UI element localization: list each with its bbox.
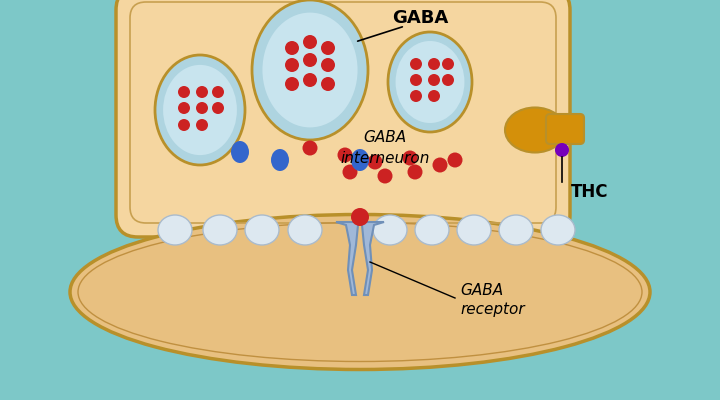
Ellipse shape	[163, 65, 237, 155]
Circle shape	[178, 102, 190, 114]
Text: GABA
interneuron: GABA interneuron	[341, 130, 430, 166]
Circle shape	[410, 90, 422, 102]
Circle shape	[212, 86, 224, 98]
Ellipse shape	[388, 32, 472, 132]
Circle shape	[410, 74, 422, 86]
Circle shape	[285, 41, 299, 55]
Circle shape	[448, 152, 462, 168]
Ellipse shape	[541, 215, 575, 245]
Ellipse shape	[395, 41, 464, 123]
Circle shape	[408, 164, 423, 180]
Ellipse shape	[203, 215, 237, 245]
Circle shape	[377, 168, 392, 184]
Circle shape	[196, 119, 208, 131]
Ellipse shape	[351, 149, 369, 171]
Circle shape	[321, 41, 335, 55]
Ellipse shape	[245, 215, 279, 245]
Circle shape	[303, 53, 317, 67]
Text: THC: THC	[571, 183, 608, 201]
Circle shape	[196, 102, 208, 114]
Circle shape	[428, 74, 440, 86]
Ellipse shape	[158, 215, 192, 245]
Circle shape	[178, 119, 190, 131]
Circle shape	[196, 86, 208, 98]
Circle shape	[302, 140, 318, 156]
Circle shape	[321, 77, 335, 91]
FancyBboxPatch shape	[116, 0, 570, 237]
Circle shape	[442, 74, 454, 86]
Ellipse shape	[70, 214, 650, 370]
Circle shape	[410, 58, 422, 70]
FancyBboxPatch shape	[546, 114, 584, 144]
Text: GABA: GABA	[392, 9, 448, 27]
Circle shape	[303, 35, 317, 49]
Circle shape	[402, 150, 418, 166]
Circle shape	[351, 208, 369, 226]
Ellipse shape	[155, 55, 245, 165]
Ellipse shape	[271, 149, 289, 171]
Ellipse shape	[231, 141, 249, 163]
Ellipse shape	[373, 215, 407, 245]
Circle shape	[285, 58, 299, 72]
Circle shape	[442, 58, 454, 70]
Ellipse shape	[252, 0, 368, 140]
Circle shape	[303, 73, 317, 87]
Ellipse shape	[457, 215, 491, 245]
Circle shape	[343, 164, 358, 180]
Circle shape	[367, 154, 382, 170]
Ellipse shape	[415, 215, 449, 245]
Circle shape	[321, 58, 335, 72]
Circle shape	[428, 90, 440, 102]
Ellipse shape	[288, 215, 322, 245]
Polygon shape	[360, 222, 384, 295]
Circle shape	[338, 148, 353, 162]
Ellipse shape	[262, 13, 358, 127]
Circle shape	[428, 58, 440, 70]
Circle shape	[555, 143, 569, 157]
Circle shape	[212, 102, 224, 114]
Circle shape	[178, 86, 190, 98]
Circle shape	[433, 158, 448, 172]
Ellipse shape	[499, 215, 533, 245]
Text: GABA
receptor: GABA receptor	[460, 282, 525, 318]
Polygon shape	[336, 222, 360, 295]
Circle shape	[285, 77, 299, 91]
Ellipse shape	[505, 108, 565, 152]
